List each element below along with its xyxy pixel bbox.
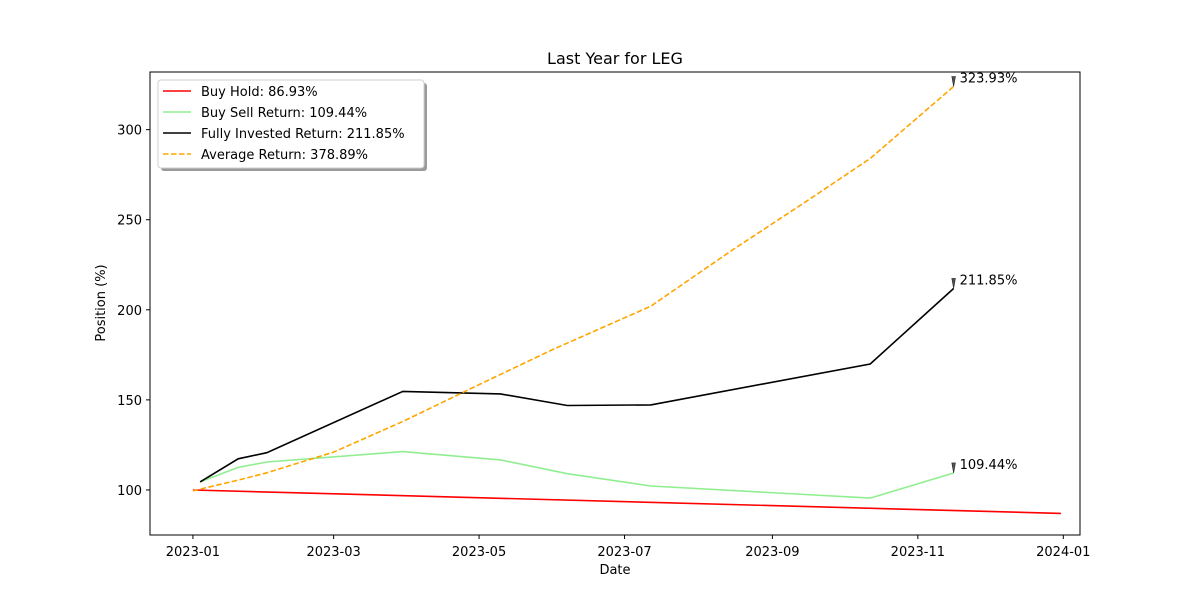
annotation-label: 211.85%: [960, 273, 1018, 288]
series-line-4: [192, 85, 955, 492]
x-tick-label: 2024-01: [1036, 545, 1090, 560]
x-tick-label: 2023-09: [745, 545, 799, 560]
y-tick-label: 100: [117, 484, 142, 499]
legend-label: Buy Hold: 86.93%: [201, 85, 318, 100]
plot-frame: [149, 71, 1081, 536]
y-tick-label: 300: [117, 124, 142, 139]
chart-title: Last Year for LEG: [547, 49, 683, 68]
x-tick-label: 2023-05: [452, 545, 506, 560]
legend-label: Fully Invested Return: 211.85%: [201, 127, 405, 142]
plot-layer: [192, 85, 1061, 515]
legend-label: Average Return: 378.89%: [201, 148, 368, 163]
x-axis: 2023-01 2023-03 2023-05 2023-07 2023-09 2023-…: [166, 535, 1090, 560]
x-tick-label: 2023-11: [891, 545, 945, 560]
y-tick-label: 200: [117, 304, 142, 319]
y-tick-label: 150: [117, 394, 142, 409]
annotation-arrow: [951, 462, 956, 474]
series-line-1: [192, 489, 1061, 515]
legend: Buy Hold: 86.93% Buy Sell Return: 109.44%…: [157, 79, 427, 171]
annotation-arrow: [951, 278, 956, 289]
annotation-arrow: [951, 76, 956, 87]
annotations: 323.93% 211.85% 109.44%: [951, 72, 1018, 474]
y-axis: 100 150 200 250 300: [117, 124, 150, 499]
x-tick-label: 2023-01: [166, 545, 220, 560]
x-tick-label: 2023-07: [597, 545, 651, 560]
annotation-label: 323.93%: [960, 72, 1018, 87]
legend-label: Buy Sell Return: 109.44%: [201, 106, 367, 121]
series-line-3: [199, 287, 955, 483]
y-axis-label: Position (%): [94, 264, 109, 341]
x-tick-label: 2023-03: [306, 545, 360, 560]
x-axis-label: Date: [599, 563, 630, 578]
y-tick-label: 250: [117, 214, 142, 229]
annotation-label: 109.44%: [960, 458, 1018, 473]
series-line-2: [199, 450, 954, 499]
legend-box: [157, 79, 425, 169]
